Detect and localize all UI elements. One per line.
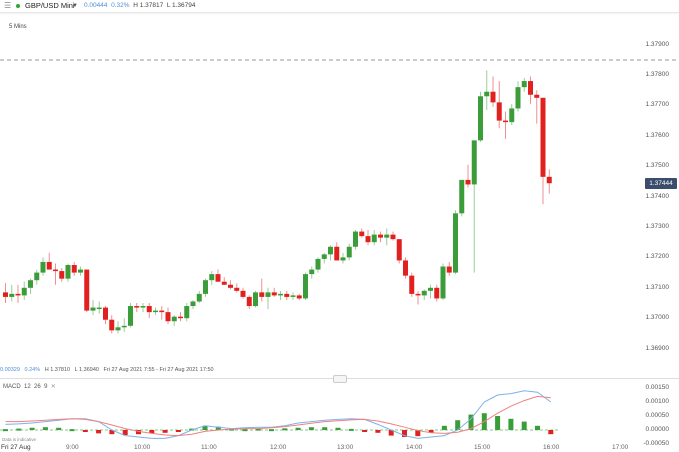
range-low: L 1.36940 <box>74 367 99 373</box>
macd-indicator-label: MACD 12 26 9 ✕ <box>3 383 56 390</box>
price-tick: 1.37500 <box>645 162 670 170</box>
time-tick: 9:00 <box>66 444 79 451</box>
macd-fast: 12 <box>24 384 31 390</box>
price-tick: 1.37900 <box>645 40 670 48</box>
range-change-percent: 0.24% <box>24 367 41 373</box>
price-tick: 1.37000 <box>645 314 670 322</box>
time-tick: 11:00 <box>201 444 217 451</box>
pane-resize-handle[interactable] <box>333 375 347 383</box>
price-tick: 1.36900 <box>645 344 670 352</box>
time-tick: 10:00 <box>134 444 151 451</box>
price-tick: 1.37600 <box>645 131 670 139</box>
price-tick: 1.37300 <box>645 223 670 230</box>
macd-signal: 9 <box>44 384 48 390</box>
current-price-badge: 1.37444 <box>645 178 677 190</box>
price-tick: 1.37200 <box>645 253 670 261</box>
macd-tick: 0.00000 <box>645 426 670 433</box>
range-dates: Fri 27 Aug 2021 7:55 - Fri 27 Aug 2021 1… <box>103 367 214 373</box>
price-tick: 1.37100 <box>645 283 670 291</box>
time-tick: 12:00 <box>270 444 287 451</box>
close-icon[interactable]: ✕ <box>50 384 56 390</box>
price-tick: 1.37700 <box>645 101 670 109</box>
price-tick: 1.37400 <box>645 192 670 200</box>
macd-tick: 0.00100 <box>645 398 670 405</box>
disclaimer: Data is indicative <box>2 437 37 442</box>
macd-tick: 0.00150 <box>645 384 670 391</box>
range-info: 0.00329 0.24% H 1.37810 L 1.36940 Fri 27… <box>0 367 214 373</box>
chevron-down-icon[interactable]: ▼ <box>72 3 78 9</box>
time-tick: 14:00 <box>406 444 423 451</box>
range-high: H 1.37810 <box>44 367 71 373</box>
time-tick: 13:00 <box>337 444 354 451</box>
market-status-dot <box>16 4 20 8</box>
macd-tick: -0.00050 <box>643 440 669 447</box>
price-tick: 1.37800 <box>645 71 670 78</box>
change-value: 0.00444 <box>84 2 108 9</box>
macd-name: MACD <box>3 384 21 390</box>
time-tick: 15:00 <box>474 444 491 451</box>
instrument-header: ☰ GBP/USD Mini ▼ 0.00444 0.32% H 1.37817… <box>0 0 679 13</box>
high-value: H 1.37817 <box>133 2 164 9</box>
instrument-stats: 0.00444 0.32% H 1.37817 L 1.36794 <box>84 0 196 12</box>
time-tick: 17:00 <box>612 444 629 451</box>
low-value: L 1.36794 <box>166 2 196 9</box>
macd-tick: 0.00050 <box>645 412 670 419</box>
change-percent: 0.32% <box>111 2 130 9</box>
time-tick: Fri 27 Aug <box>1 444 31 451</box>
hamburger-icon[interactable]: ☰ <box>4 1 12 10</box>
timeframe-label[interactable]: 5 Mins <box>9 24 27 30</box>
range-change: 0.00329 <box>0 367 20 373</box>
time-tick: 16:00 <box>543 444 560 451</box>
instrument-selector[interactable]: GBP/USD Mini <box>25 1 75 10</box>
macd-slow: 26 <box>34 384 41 390</box>
